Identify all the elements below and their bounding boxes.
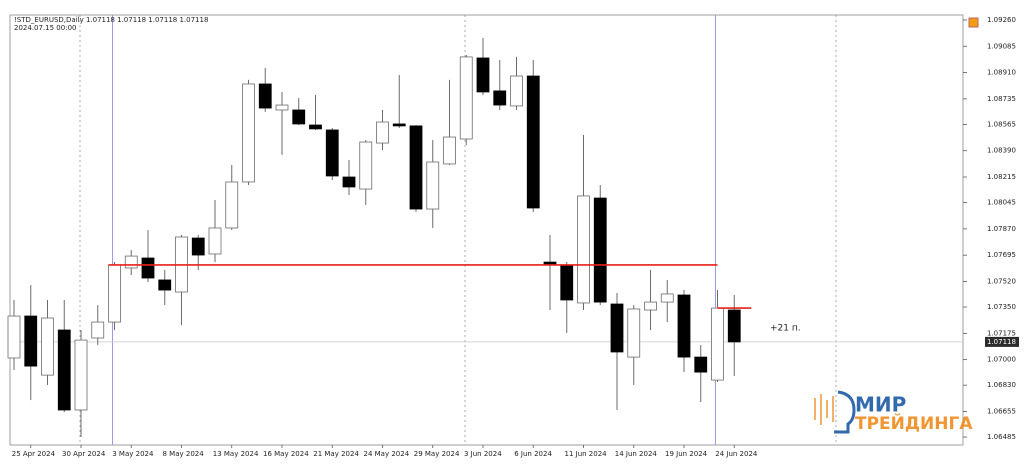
candle-body: [560, 264, 574, 301]
candle-body: [158, 279, 172, 291]
logo-text: МИР: [855, 393, 906, 417]
y-tick-label: 1.07350: [987, 303, 1016, 311]
candle-body: [91, 321, 105, 339]
candle-body: [459, 56, 473, 140]
candle-body: [258, 83, 272, 109]
y-tick-label: 1.08735: [987, 95, 1016, 103]
candle-body: [275, 104, 289, 111]
candle-body: [409, 125, 423, 210]
y-tick-label: 1.08390: [987, 147, 1016, 155]
candle-body: [242, 83, 255, 183]
x-tick-label: 21 May 2024: [313, 450, 359, 458]
candle-body: [426, 161, 440, 210]
candle-body: [325, 129, 339, 177]
candle-body: [208, 227, 222, 255]
x-tick-label: 14 Jun 2024: [615, 450, 658, 458]
candle-body: [493, 90, 507, 106]
x-tick-label: 11 Jun 2024: [565, 450, 608, 458]
candle-body: [711, 307, 724, 381]
alert-icon: [968, 17, 979, 28]
candle-body: [108, 264, 121, 323]
y-tick-label: 1.07695: [987, 251, 1016, 259]
logo-text: ТРЕЙДИНГА: [855, 412, 973, 434]
candle-body: [7, 315, 21, 359]
chart-header: !STD_EURUSD,Daily 1.07118 1.07118 1.0711…: [14, 16, 208, 24]
candle-body: [309, 124, 322, 130]
annotation: +21 п.: [770, 324, 801, 334]
candle-body: [660, 293, 674, 303]
candle-body: [342, 176, 356, 188]
candle-body: [141, 257, 155, 279]
x-tick-label: 3 May 2024: [112, 450, 154, 458]
candle-body: [41, 317, 54, 376]
y-tick-label: 1.08215: [987, 173, 1016, 181]
y-tick-label: 1.07870: [987, 225, 1016, 233]
x-tick-label: 24 May 2024: [364, 450, 410, 458]
x-tick-label: 8 May 2024: [163, 450, 205, 458]
candle-body: [392, 123, 406, 127]
y-tick-label: 1.06655: [987, 407, 1016, 415]
y-tick-label: 1.06830: [987, 381, 1016, 389]
plot-frame: [9, 14, 964, 446]
x-tick-label: 30 Apr 2024: [62, 450, 106, 458]
candle-body: [74, 339, 88, 411]
y-tick-label: 1.09260: [987, 16, 1016, 24]
logo-head: [834, 390, 856, 434]
x-tick-label: 29 May 2024: [414, 450, 460, 458]
candle-body: [476, 57, 490, 93]
candle-body: [644, 301, 657, 311]
candle-body: [694, 356, 708, 373]
candle-body: [593, 197, 607, 303]
last-price-box: [985, 336, 1019, 347]
candle-body: [359, 141, 373, 190]
candle-body: [543, 261, 557, 265]
x-tick-label: 25 Apr 2024: [12, 450, 56, 458]
candle-body: [24, 315, 38, 367]
candle-body: [443, 136, 456, 165]
y-tick-label: 1.07520: [987, 277, 1016, 285]
candle-body: [610, 303, 624, 353]
candle-body: [727, 309, 741, 343]
y-tick-label: 1.08045: [987, 199, 1016, 207]
x-tick-label: 16 May 2024: [263, 450, 309, 458]
chart-subheader: 2024.07.15 00:00: [14, 24, 76, 32]
candle-body: [124, 255, 138, 269]
x-tick-label: 3 Jun 2024: [464, 450, 502, 458]
y-tick-label: 1.06485: [987, 433, 1016, 441]
x-tick-label: 24 Jun 2024: [715, 450, 758, 458]
watermark: МИР ТРЕЙДИНГА: [814, 390, 973, 434]
candle-body: [510, 75, 523, 107]
candle-body: [627, 308, 641, 358]
y-tick-label: 1.08910: [987, 69, 1016, 77]
candle-body: [57, 329, 71, 411]
x-tick-label: 19 Jun 2024: [665, 450, 708, 458]
candle-body: [225, 181, 239, 229]
y-tick-label: 1.09085: [987, 42, 1016, 50]
x-tick-label: 6 Jun 2024: [514, 450, 552, 458]
candle-body: [376, 121, 389, 144]
x-tick-label: 13 May 2024: [213, 450, 259, 458]
candle-body: [292, 109, 306, 125]
last-price-label: 1.07118: [987, 338, 1016, 346]
y-tick-label: 1.08565: [987, 120, 1016, 128]
candle-body: [577, 195, 590, 304]
y-tick-label: 1.07000: [987, 356, 1016, 364]
candle-body: [526, 75, 540, 209]
y-tick-label: 1.07175: [987, 329, 1016, 337]
candle-body: [191, 237, 205, 256]
candle-body: [677, 294, 691, 358]
